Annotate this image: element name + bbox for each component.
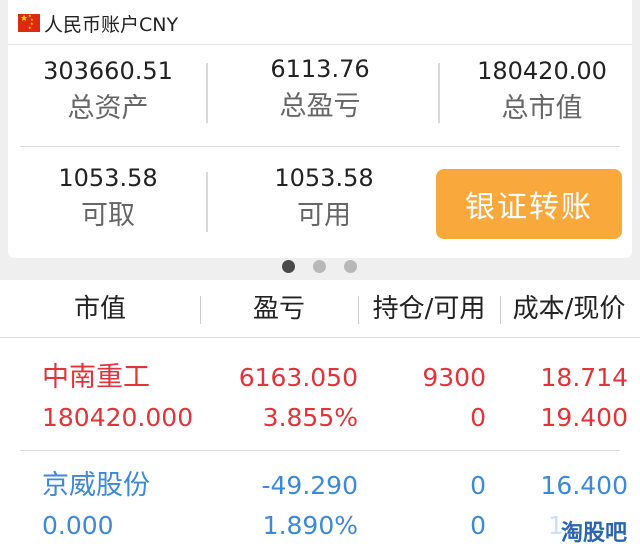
stat-withdrawable: 1053.58 可取 (28, 163, 188, 233)
watermark-logo: 淘股吧 (548, 516, 640, 552)
account-header: ★ ★ ★ ★ ★ 人民币账户CNY (18, 10, 178, 36)
header-cost-price[interactable]: 成本/现价 (512, 294, 626, 324)
page-dot[interactable] (344, 260, 357, 273)
row-divider (20, 450, 620, 451)
stat-available: 1053.58 可用 (244, 163, 404, 233)
stock-available: 0 (470, 403, 486, 432)
total-pnl-value: 6113.76 (270, 55, 370, 83)
available-label: 可用 (297, 200, 351, 231)
table-header: 市值 盈亏 持仓/可用 成本/现价 (0, 280, 640, 338)
china-flag-icon: ★ ★ ★ ★ ★ (18, 14, 40, 32)
page-dot[interactable] (313, 260, 326, 273)
table-row[interactable]: 中南重工 180420.000 6163.050 3.855% 9300 0 1… (0, 360, 640, 450)
stock-price: 19.400 (540, 403, 628, 432)
market-value-value: 180420.00 (477, 57, 607, 85)
header-divider (358, 296, 359, 324)
header-divider (200, 296, 201, 324)
stock-pnl-pct: 3.855% (262, 403, 358, 432)
withdrawable-label: 可取 (81, 200, 135, 231)
stock-pnl: -49.290 (261, 471, 359, 500)
withdrawable-value: 1053.58 (58, 164, 158, 192)
header-pnl[interactable]: 盈亏 (252, 294, 305, 324)
header-market-value[interactable]: 市值 (73, 294, 126, 324)
stock-pnl: 6163.050 (238, 363, 358, 392)
header-holding-available[interactable]: 持仓/可用 (372, 294, 486, 324)
stat-total-pnl: 6113.76 总盈亏 (240, 54, 400, 124)
header-divider (500, 296, 501, 324)
stock-cost: 18.714 (540, 363, 628, 392)
market-value-label: 总市值 (501, 93, 583, 124)
stat-divider (206, 172, 208, 232)
stat-divider (438, 63, 440, 123)
total-assets-label: 总资产 (67, 93, 149, 124)
page-dot[interactable] (282, 260, 295, 273)
stock-name: 京威股份 (42, 470, 150, 501)
stock-available: 0 (470, 511, 486, 540)
header-divider (8, 44, 632, 45)
holdings-table: 市值 盈亏 持仓/可用 成本/现价 中南重工 180420.000 6163.0… (0, 280, 640, 552)
total-assets-value: 303660.51 (43, 57, 173, 85)
stock-holding: 9300 (422, 363, 486, 392)
stat-market-value: 180420.00 总市值 (454, 56, 630, 126)
stat-total-assets: 303660.51 总资产 (28, 56, 188, 126)
stock-holding: 0 (470, 471, 486, 500)
stock-name: 中南重工 (42, 362, 150, 393)
page-indicator[interactable] (282, 260, 357, 273)
stat-divider (206, 63, 208, 123)
stats-divider (20, 146, 620, 147)
table-row[interactable]: 京威股份 0.000 -49.290 1.890% 0 0 16.400 1 (0, 468, 640, 552)
stock-market-value: 0.000 (42, 511, 114, 540)
stock-cost: 16.400 (540, 471, 628, 500)
account-label: 人民币账户CNY (44, 13, 179, 36)
total-pnl-label: 总盈亏 (279, 91, 361, 122)
available-value: 1053.58 (274, 164, 374, 192)
stock-market-value: 180420.000 (42, 403, 194, 432)
stock-pnl-pct: 1.890% (262, 511, 358, 540)
bank-securities-transfer-button[interactable]: 银证转账 (436, 169, 622, 239)
